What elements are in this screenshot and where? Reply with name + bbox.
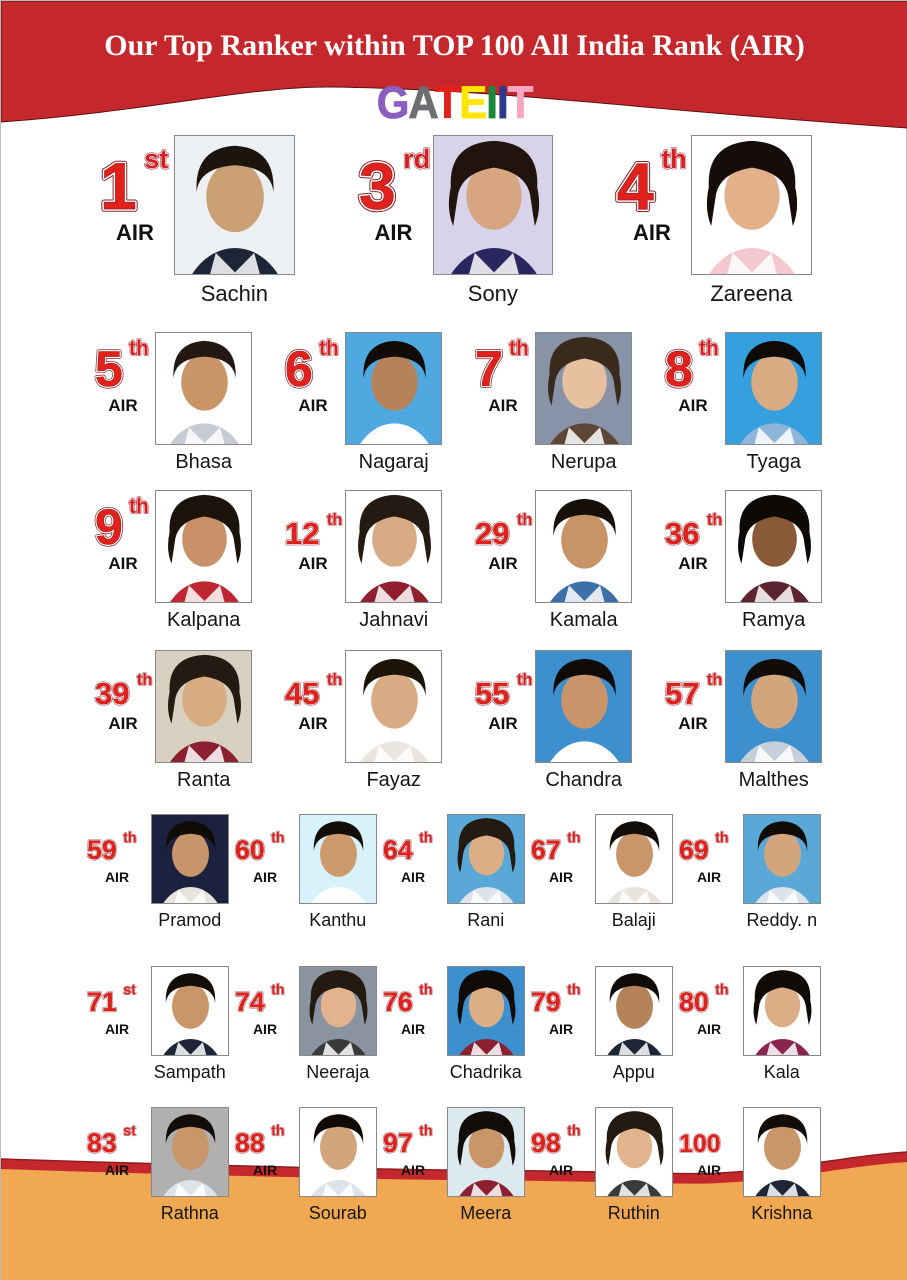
svg-text:th: th (319, 337, 339, 360)
svg-text:st: st (123, 983, 136, 999)
svg-text:th: th (419, 1124, 433, 1140)
svg-text:36: 36 (665, 516, 699, 551)
svg-text:4: 4 (617, 149, 654, 223)
svg-text:th: th (517, 510, 533, 529)
svg-text:th: th (419, 831, 433, 847)
svg-text:80: 80 (679, 987, 709, 1017)
svg-text:64: 64 (383, 835, 413, 865)
svg-text:st: st (123, 1124, 136, 1140)
svg-text:55: 55 (475, 676, 509, 711)
svg-text:th: th (123, 831, 137, 847)
svg-text:57: 57 (665, 676, 699, 711)
svg-text:th: th (707, 670, 723, 689)
svg-text:76: 76 (383, 987, 413, 1017)
svg-text:12: 12 (285, 516, 319, 551)
svg-text:6: 6 (285, 341, 313, 397)
svg-text:st: st (144, 144, 168, 174)
svg-text:88: 88 (235, 1128, 265, 1158)
svg-text:69: 69 (679, 835, 709, 865)
svg-text:5: 5 (95, 341, 123, 397)
svg-text:th: th (567, 983, 581, 999)
svg-text:th: th (517, 670, 533, 689)
svg-text:rd: rd (403, 144, 430, 174)
svg-text:th: th (327, 510, 343, 529)
svg-text:45: 45 (285, 676, 319, 711)
svg-text:th: th (661, 144, 686, 174)
svg-text:th: th (567, 831, 581, 847)
svg-text:98: 98 (531, 1128, 561, 1158)
svg-text:7: 7 (475, 341, 503, 397)
svg-text:th: th (715, 831, 729, 847)
svg-text:39: 39 (95, 676, 129, 711)
svg-text:59: 59 (87, 835, 117, 865)
svg-text:th: th (271, 983, 285, 999)
svg-text:th: th (137, 670, 153, 689)
svg-text:th: th (567, 1124, 581, 1140)
svg-text:8: 8 (665, 341, 693, 397)
svg-text:1: 1 (100, 149, 137, 223)
svg-text:71: 71 (87, 987, 117, 1017)
svg-text:3: 3 (359, 149, 396, 223)
svg-text:th: th (327, 670, 343, 689)
svg-text:th: th (129, 337, 149, 360)
svg-text:th: th (129, 495, 149, 518)
svg-text:97: 97 (383, 1128, 413, 1158)
svg-text:th: th (509, 337, 529, 360)
svg-text:83: 83 (87, 1128, 117, 1158)
svg-text:th: th (271, 1124, 285, 1140)
svg-text:74: 74 (235, 987, 265, 1017)
svg-text:60: 60 (235, 835, 265, 865)
svg-text:th: th (271, 831, 285, 847)
svg-text:79: 79 (531, 987, 561, 1017)
svg-text:9: 9 (95, 499, 123, 555)
svg-text:29: 29 (475, 516, 509, 551)
svg-text:th: th (699, 337, 719, 360)
svg-text:th: th (707, 510, 723, 529)
svg-text:th: th (715, 983, 729, 999)
svg-text:100: 100 (679, 1130, 721, 1158)
svg-text:th: th (419, 983, 433, 999)
svg-text:67: 67 (531, 835, 561, 865)
